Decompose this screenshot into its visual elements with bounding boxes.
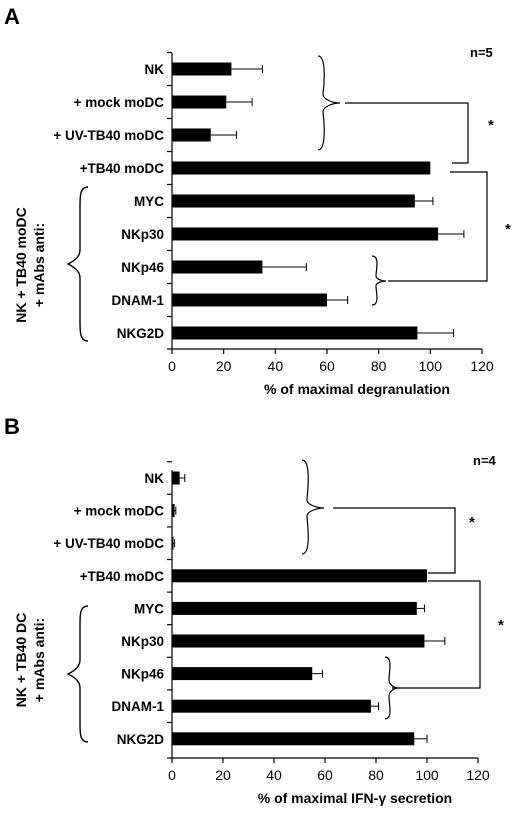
chart-b-bar	[172, 699, 371, 713]
chart-a-category-label: +TB40 moDC	[80, 161, 165, 176]
panel-a-brace-controls	[317, 55, 341, 151]
chart-b-category-label: +TB40 moDC	[80, 569, 165, 584]
chart-a-bar	[172, 161, 431, 175]
panel-a-side-label-line-1: NK + TB40 moDC	[13, 207, 29, 323]
panel-b-significance-1: *	[469, 514, 475, 531]
chart-b-bar	[172, 536, 174, 550]
chart-a-category-label: DNAM-1	[112, 293, 165, 308]
chart-b-x-tick-label: 60	[317, 767, 333, 783]
chart-a-category-label: NKp46	[121, 260, 164, 275]
panel-b-n-label: n=4	[473, 453, 497, 468]
chart-a-x-tick-label: 60	[319, 358, 335, 374]
panel-a: A n=5 * * NK + TB40 moDC + mAbs anti:	[4, 4, 511, 342]
panel-a-letter: A	[4, 4, 20, 29]
chart-a-bar	[172, 326, 418, 340]
chart-b-category-label: NKp30	[121, 634, 164, 649]
chart-a-category-label: + UV-TB40 moDC	[53, 128, 164, 143]
chart-b-x-tick-label: 120	[466, 767, 490, 783]
panel-a-side-label-line-2: + mAbs anti:	[31, 223, 47, 307]
chart-b-bar	[172, 504, 175, 518]
panel-b-brace-nkp46-dnam	[384, 656, 399, 720]
chart-b-bar	[172, 569, 427, 583]
chart-b-category-label: NK	[145, 471, 165, 486]
chart-a-category-label: NKp30	[121, 227, 164, 242]
chart-b-x-tick-label: 100	[415, 767, 439, 783]
chart-b-category-label: + UV-TB40 moDC	[53, 536, 164, 551]
panel-b-side-label: NK + TB40 DC + mAbs anti:	[13, 613, 47, 708]
chart-a-x-tick-label: 80	[371, 358, 387, 374]
panel-b-significance-2: *	[498, 617, 504, 634]
chart-a-bar	[172, 227, 439, 241]
panel-a-left-brace	[66, 186, 89, 342]
chart-a-category-label: MYC	[134, 194, 164, 209]
chart-a-bar	[172, 293, 327, 307]
chart-a-x-tick-label: 20	[216, 358, 232, 374]
panel-a-line-controls	[345, 102, 469, 164]
chart-b-category-label: DNAM-1	[112, 699, 165, 714]
chart-b-bar	[172, 667, 313, 681]
chart-a-category-label: + mock moDC	[74, 95, 165, 110]
chart-a-bar	[172, 194, 415, 208]
panel-a-side-label: NK + TB40 moDC + mAbs anti:	[13, 207, 47, 323]
chart-b-x-tick-label: 40	[266, 767, 282, 783]
chart-b-bar	[172, 732, 415, 746]
chart-a: 0 20 40 60 80 100 120 % of maximal degranulatio…	[53, 51, 494, 397]
chart-b-x-tick-label: 20	[215, 767, 231, 783]
panel-a-significance-1: *	[488, 117, 494, 134]
panel-b: B n=4 * * NK + TB40 DC + mAbs anti:	[4, 414, 504, 743]
chart-b-x-axis-label: % of maximal IFN-γ secretion	[258, 790, 453, 806]
chart-a-x-tick-label: 40	[268, 358, 284, 374]
chart-b-category-label: NKG2D	[117, 732, 165, 747]
panel-a-line-tb40	[388, 171, 488, 282]
chart-a-bar	[172, 260, 263, 274]
panel-b-letter: B	[4, 414, 20, 439]
chart-a-x-tick-label: 100	[419, 358, 443, 374]
chart-a-x-axis-label: % of maximal degranulation	[264, 381, 450, 397]
chart-b-category-label: MYC	[134, 601, 164, 616]
chart-b-x-tick-label: 0	[168, 767, 176, 783]
chart-a-bar	[172, 95, 227, 109]
panel-b-brace-controls	[301, 459, 325, 555]
chart-a-bar	[172, 62, 232, 76]
panel-b-side-label-line-1: NK + TB40 DC	[13, 613, 29, 708]
chart-b-bar	[172, 471, 180, 485]
panel-b-line-tb40	[392, 580, 481, 689]
chart-b-bar	[172, 634, 425, 648]
panel-b-left-brace	[66, 605, 89, 743]
chart-a-x-tick-label: 120	[470, 358, 494, 374]
chart-a-x-tick-label: 0	[168, 358, 176, 374]
chart-b-category-label: NKp46	[121, 667, 164, 682]
chart-a-bar	[172, 128, 211, 142]
chart-b: 0 20 40 60 80 100 120 % of maximal IFN-γ secret…	[53, 461, 490, 806]
panel-a-n-label: n=5	[470, 45, 493, 60]
panel-a-brace-nkp46-dnam	[371, 255, 387, 306]
chart-a-category-label: NK	[145, 62, 165, 77]
chart-b-bar	[172, 601, 417, 615]
panel-b-side-label-line-2: + mAbs anti:	[31, 618, 47, 702]
panel-b-line-controls	[333, 507, 456, 574]
chart-b-x-tick-label: 80	[368, 767, 384, 783]
chart-a-category-label: NKG2D	[117, 326, 165, 341]
chart-b-category-label: + mock moDC	[74, 504, 165, 519]
panel-a-significance-2: *	[505, 221, 511, 238]
